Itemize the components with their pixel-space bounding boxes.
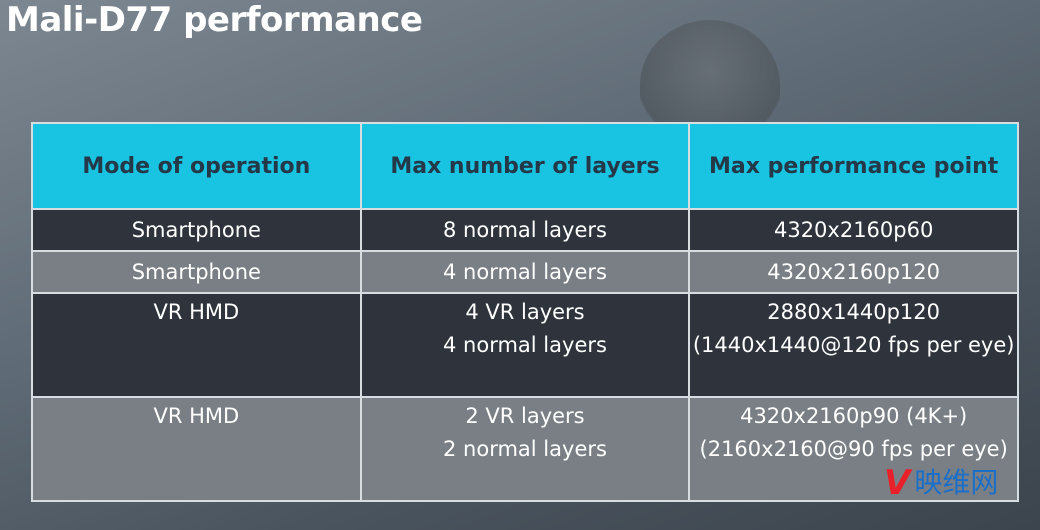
table-row: Smartphone 8 normal layers 4320x2160p60	[31, 208, 1019, 252]
slide-title: Mali-D77 performance	[6, 0, 423, 40]
cell-mode: Smartphone	[31, 250, 362, 294]
cell-mode: Smartphone	[31, 208, 362, 252]
watermark-text: 映维网	[914, 466, 999, 499]
cell-layers: 8 normal layers	[359, 208, 691, 252]
layers-line: 2 normal layers	[443, 437, 607, 461]
performance-table: Mode of operation Max number of layers M…	[31, 122, 1019, 502]
watermark-v-icon: V	[884, 463, 911, 503]
header-mode: Mode of operation	[31, 122, 362, 210]
layers-line: 4 VR layers	[465, 300, 585, 324]
cell-layers: 4 normal layers	[359, 250, 691, 294]
perf-line: 4320x2160p90 (4K+)	[740, 404, 968, 428]
cell-perf: 2880x1440p120 (1440x1440@120 fps per eye…	[688, 292, 1019, 398]
cell-perf: 4320x2160p120	[688, 250, 1019, 294]
perf-line: 2880x1440p120	[767, 300, 941, 324]
table-row: VR HMD 4 VR layers 4 normal layers 2880x…	[31, 292, 1019, 398]
cell-layers: 2 VR layers 2 normal layers	[359, 396, 691, 502]
cell-perf: 4320x2160p60	[688, 208, 1019, 252]
perf-line: (2160x2160@90 fps per eye)	[699, 437, 1008, 461]
header-layers: Max number of layers	[359, 122, 691, 210]
layers-line: 2 VR layers	[465, 404, 585, 428]
table-row: VR HMD 2 VR layers 2 normal layers 4320x…	[31, 396, 1019, 502]
header-perf: Max performance point	[688, 122, 1019, 210]
cell-perf: 4320x2160p90 (4K+) (2160x2160@90 fps per…	[688, 396, 1019, 502]
cell-layers: 4 VR layers 4 normal layers	[359, 292, 691, 398]
layers-line: 4 normal layers	[443, 333, 607, 357]
table-row: Smartphone 4 normal layers 4320x2160p120	[31, 250, 1019, 294]
cell-mode: VR HMD	[31, 396, 362, 502]
table-header: Mode of operation Max number of layers M…	[31, 122, 1019, 210]
cell-mode: VR HMD	[31, 292, 362, 398]
watermark-logo: V 映维网	[884, 466, 998, 500]
perf-line: (1440x1440@120 fps per eye)	[692, 333, 1015, 357]
